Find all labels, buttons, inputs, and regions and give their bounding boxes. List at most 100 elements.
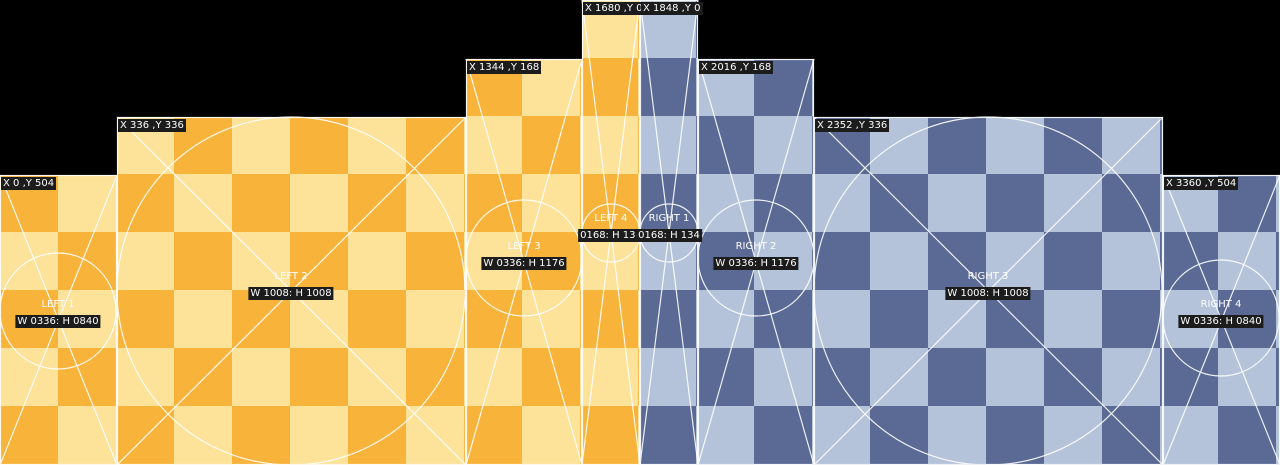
checker-cell — [290, 348, 348, 406]
checker-cell — [348, 117, 406, 174]
checker-cell — [582, 116, 638, 174]
checker-cell — [117, 290, 174, 348]
checker-cell — [1160, 348, 1163, 406]
checker-cell — [640, 290, 696, 348]
checker-cell — [348, 174, 406, 232]
checker-cell — [117, 406, 174, 464]
left-4-center-label: LEFT 4 0168: H 134 — [578, 212, 644, 243]
left-4-title: LEFT 4 — [594, 213, 628, 224]
checker-cell — [1160, 406, 1163, 464]
checker-cell — [986, 174, 1044, 232]
checker-cell — [0, 406, 58, 464]
checker-cell — [928, 232, 986, 290]
left-1-center-label: LEFT 1 W 0336: H 0840 — [15, 298, 101, 329]
checker-cell — [290, 174, 348, 232]
checker-cell — [406, 117, 464, 174]
checker-cell — [174, 406, 232, 464]
checker-cell — [174, 232, 232, 290]
checker-cell — [928, 406, 986, 464]
checker-cell — [814, 348, 870, 406]
checker-cell — [1160, 174, 1163, 232]
left-3-center-label: LEFT 3 W 0336: H 1176 — [481, 240, 567, 271]
checker-cell — [1044, 232, 1102, 290]
checker-cell — [814, 232, 870, 290]
checker-cell — [1102, 348, 1160, 406]
checker-cell — [1163, 406, 1218, 464]
left-3-title: LEFT 3 — [507, 241, 541, 252]
guide-circle — [0, 252, 117, 370]
left-1-dimensions: W 0336: H 0840 — [15, 315, 101, 328]
right-4-position-label: X 3360 ,Y 504 — [1164, 177, 1239, 190]
checker-cell — [814, 174, 870, 232]
checker-cell — [406, 406, 464, 464]
checker-cell — [870, 290, 928, 348]
checker-cell — [1160, 232, 1163, 290]
checker-cell — [928, 174, 986, 232]
right-2-dimensions: W 0336: H 1176 — [713, 257, 799, 270]
checker-cell — [698, 116, 754, 174]
checker-cell — [1276, 232, 1280, 290]
right-1-position-label: X 1848 ,Y 0 — [641, 2, 703, 15]
checker-cell — [928, 348, 986, 406]
checker-cell — [698, 406, 754, 464]
checker-cell — [1044, 174, 1102, 232]
checker-cell — [1044, 117, 1102, 174]
checker-cell — [232, 406, 290, 464]
checker-cell — [290, 232, 348, 290]
left-2-center-label: LEFT 2 W 1008: H 1008 — [248, 270, 334, 301]
left-1-title: LEFT 1 — [41, 299, 75, 310]
checker-cell — [406, 232, 464, 290]
checker-cell — [1102, 174, 1160, 232]
left-4-position-label: X 1680 ,Y 0 — [583, 2, 645, 15]
left-2-position-label: X 336 ,Y 336 — [118, 119, 186, 132]
left-2-dimensions: W 1008: H 1008 — [248, 287, 334, 300]
checker-cell — [1044, 290, 1102, 348]
checker-cell — [1218, 348, 1276, 406]
right-1-center-label: RIGHT 1 0168: H 134 — [636, 212, 702, 243]
checker-cell — [928, 117, 986, 174]
checker-cell — [232, 348, 290, 406]
checker-cell — [290, 406, 348, 464]
checker-cell — [754, 406, 812, 464]
checker-cell — [58, 175, 116, 232]
checker-cell — [232, 174, 290, 232]
checker-cell — [640, 116, 696, 174]
checker-cell — [466, 116, 522, 174]
guide-circle — [116, 116, 466, 465]
right-2-position-label: X 2016 ,Y 168 — [699, 61, 774, 74]
guide-circle — [813, 116, 1163, 465]
checker-cell — [174, 290, 232, 348]
checker-cell — [1044, 406, 1102, 464]
checker-cell — [406, 174, 464, 232]
checker-cell — [1160, 290, 1163, 348]
checker-cell — [1218, 406, 1276, 464]
checker-cell — [0, 348, 58, 406]
checker-cell — [582, 406, 638, 464]
checker-cell — [466, 174, 522, 232]
right-4-dimensions: W 0336: H 0840 — [1178, 315, 1264, 328]
checker-cell — [1218, 232, 1276, 290]
checker-cell — [754, 290, 812, 348]
checker-cell — [522, 116, 580, 174]
checker-cell — [986, 232, 1044, 290]
checker-cell — [58, 348, 116, 406]
checker-cell — [986, 406, 1044, 464]
checker-cell — [348, 232, 406, 290]
checker-cell — [1276, 175, 1280, 232]
right-1-dimensions: 0168: H 134 — [636, 229, 702, 242]
checker-cell — [986, 117, 1044, 174]
right-4-title: RIGHT 4 — [1200, 299, 1242, 310]
checker-cell — [1276, 406, 1280, 464]
checker-cell — [814, 406, 870, 464]
right-1-title: RIGHT 1 — [648, 213, 690, 224]
checker-cell — [870, 174, 928, 232]
checker-cell — [1102, 117, 1160, 174]
checker-cell — [522, 406, 580, 464]
checker-cell — [1044, 348, 1102, 406]
right-3-tile — [814, 117, 1163, 465]
checker-cell — [117, 232, 174, 290]
checker-cell — [58, 406, 116, 464]
guide-circle — [1162, 259, 1280, 377]
checker-cell — [466, 406, 522, 464]
checker-cell — [698, 174, 754, 232]
